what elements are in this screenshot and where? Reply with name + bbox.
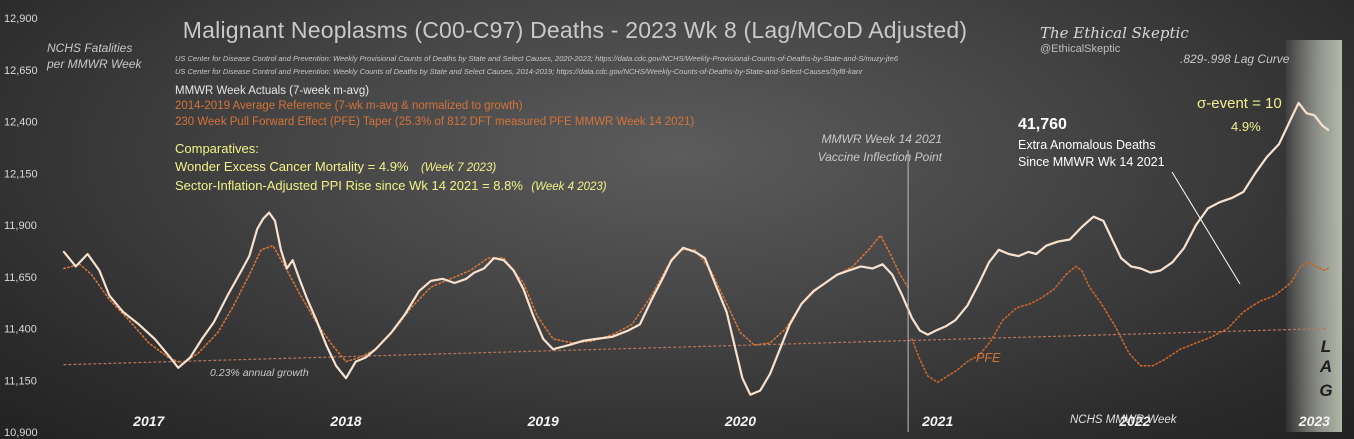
x-axis-title: NCHS MMWR Week xyxy=(1070,414,1178,426)
y-tick-label: 11,650 xyxy=(4,272,37,284)
excess-deaths-value: 41,760 xyxy=(1018,116,1067,133)
lag-curve-label: .829-.998 Lag Curve xyxy=(1180,52,1290,66)
legend-reference: 2014-2019 Average Reference (7-wk m-avg … xyxy=(175,100,523,112)
comparatives-line-1-note: (Week 7 2023) xyxy=(421,162,496,174)
y-tick-label: 12,900 xyxy=(4,13,38,25)
series-layer xyxy=(62,101,1330,396)
sigma-event-label: σ-event = 10 xyxy=(1197,95,1282,112)
y-axis: 12,900 12,650 12,400 12,150 11,900 11,650 11,4… xyxy=(4,13,38,439)
y-tick-label: 12,150 xyxy=(4,168,38,180)
series-line-2 xyxy=(911,261,1329,384)
brand-name: The Ethical Skeptic xyxy=(1040,24,1189,42)
comparatives-line-1-text: Wonder Excess Cancer Mortality = 4.9% xyxy=(175,159,409,174)
source-2: US Center for Disease Control and Preven… xyxy=(175,67,863,76)
excess-deaths-pointer xyxy=(1171,171,1241,285)
excess-deaths-text-2: Since MMWR Wk 14 2021 xyxy=(1018,155,1165,169)
brand-handle: @EthicalSkeptic xyxy=(1040,43,1121,55)
y-tick-label: 11,900 xyxy=(4,220,37,232)
legend-pfe: 230 Week Pull Forward Effect (PFE) Taper… xyxy=(175,116,694,128)
x-tick-label: 2017 xyxy=(132,413,165,429)
x-tick-label: 2020 xyxy=(724,413,756,429)
y-tick-label: 11,150 xyxy=(4,375,37,387)
source-1: US Center for Disease Control and Preven… xyxy=(175,54,899,63)
x-tick-label: 2022 xyxy=(1118,413,1150,429)
x-tick-label: 2019 xyxy=(527,413,559,429)
chart-title: Malignant Neoplasms (C00-C97) Deaths - 2… xyxy=(183,17,967,43)
y-tick-label: 11,400 xyxy=(4,324,37,336)
series-line-3 xyxy=(63,327,1329,366)
comparatives-line-2: Sector-Inflation-Adjusted PPI Rise since… xyxy=(175,177,607,194)
series-line-0 xyxy=(62,101,1330,396)
lag-band xyxy=(1286,40,1342,432)
lag-letter-a: A xyxy=(1319,357,1332,376)
comparatives-line-2-note: (Week 4 2023) xyxy=(531,181,606,193)
y-tick-label: 10,900 xyxy=(4,427,38,439)
excess-deaths-text-1: Extra Anomalous Deaths xyxy=(1018,138,1156,152)
x-tick-label: 2021 xyxy=(921,413,953,429)
lag-letter-g: G xyxy=(1319,381,1332,400)
y-label-line-1: NCHS Fatalities xyxy=(47,41,132,55)
y-tick-label: 12,650 xyxy=(4,65,38,77)
growth-label: 0.23% annual growth xyxy=(210,367,309,379)
x-tick-label: 2018 xyxy=(329,413,361,429)
comparatives-line-1: Wonder Excess Cancer Mortality = 4.9% (W… xyxy=(175,158,496,175)
pfe-label: PFE xyxy=(976,351,1001,365)
y-label-line-2: per MMWR Week xyxy=(46,57,142,71)
y-tick-label: 12,400 xyxy=(4,117,38,129)
comparatives-line-2-text: Sector-Inflation-Adjusted PPI Rise since… xyxy=(175,178,523,193)
vaccine-annotation-line-1: MMWR Week 14 2021 xyxy=(822,132,943,146)
lag-letter-l: L xyxy=(1321,337,1331,356)
sigma-event-percent: 4.9% xyxy=(1231,119,1261,134)
legend-actual: MMWR Week Actuals (7-week m-avg) xyxy=(175,85,369,97)
x-axis: 2017 2018 2019 2020 2021 2022 2023 xyxy=(132,413,1330,429)
comparatives-heading: Comparatives: xyxy=(175,141,259,156)
vaccine-annotation-line-2: Vaccine Inflection Point xyxy=(818,150,943,164)
x-tick-label: 2023 xyxy=(1298,413,1330,429)
